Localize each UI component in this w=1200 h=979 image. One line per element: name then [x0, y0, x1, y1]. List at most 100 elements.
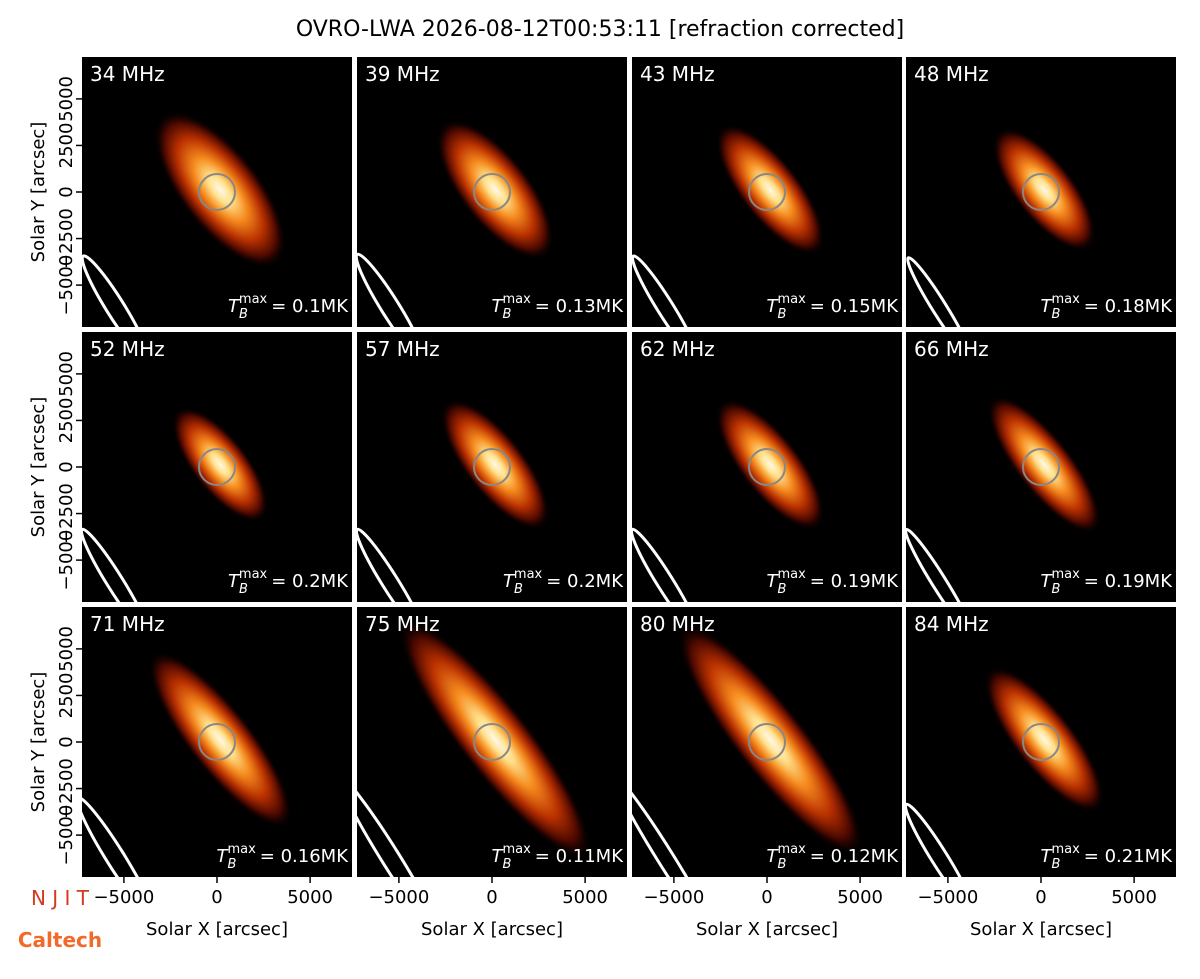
panel-image: [357, 332, 627, 602]
panel: 43 MHz TBmax = 0.15MK: [632, 57, 902, 327]
solar-disk: [473, 723, 511, 761]
beam: [906, 256, 972, 327]
tmax-value: = 0.12MK: [810, 846, 899, 867]
tmax-symbol: T: [228, 571, 241, 592]
beam: [82, 254, 150, 327]
y-tick-label: 0: [56, 461, 77, 472]
tmax-sub: B: [778, 307, 787, 322]
panel-image: [906, 57, 1176, 327]
tmax-label: TBmax = 0.11MK: [492, 842, 625, 872]
panel-image: [906, 332, 1176, 602]
solar-disk: [1022, 448, 1060, 486]
panel: 57 MHz TBmax = 0.2MK: [357, 332, 627, 602]
emission: [147, 650, 293, 829]
x-tick-label: 0: [486, 887, 497, 908]
panel-image: [82, 57, 352, 327]
x-tick-label: −5000: [93, 887, 154, 908]
tmax-value: = 0.1MK: [271, 296, 349, 317]
frequency-label: 75 MHz: [365, 612, 440, 636]
panel-image: [632, 607, 902, 877]
tmax-value: = 0.2MK: [271, 571, 349, 592]
tmax-value: = 0.19MK: [1084, 571, 1173, 592]
frequency-label: 43 MHz: [640, 62, 715, 86]
tmax-label: TBmax = 0.16MK: [217, 842, 350, 872]
tmax-value: = 0.11MK: [535, 846, 624, 867]
beam: [357, 252, 426, 327]
beam: [82, 527, 151, 602]
y-axis-label: Solar Y [arcsec]: [28, 397, 49, 538]
panel-image: [82, 607, 352, 877]
x-tick-label: 5000: [1111, 887, 1157, 908]
beam: [632, 774, 718, 877]
panel: 48 MHz TBmax = 0.18MK: [906, 57, 1176, 327]
x-tick-label: 5000: [287, 887, 333, 908]
tmax-symbol: T: [228, 296, 241, 317]
y-tick-label: 5000: [56, 351, 77, 397]
y-tick-label: 2500: [56, 673, 77, 719]
tmax-sup: max: [1051, 292, 1080, 307]
tmax-sup: max: [1051, 567, 1080, 582]
tmax-sub: B: [778, 582, 787, 597]
panel: 80 MHz TBmax = 0.12MK −5000 0 5000 Solar X [ar…: [632, 607, 902, 940]
tmax-label: TBmax = 0.13MK: [492, 292, 625, 322]
tmax-value: = 0.2MK: [546, 571, 624, 592]
y-tick-label: −2500: [56, 483, 77, 544]
tmax-sup: max: [239, 567, 268, 582]
beam: [632, 254, 700, 327]
y-tick-label: −5000: [56, 530, 77, 591]
tmax-sup: max: [777, 567, 806, 582]
tmax-sup: max: [227, 842, 256, 857]
tmax-value: = 0.18MK: [1084, 296, 1173, 317]
panel-image: [357, 57, 627, 327]
emission: [983, 666, 1105, 813]
beam: [906, 527, 974, 602]
tmax-sup: max: [502, 842, 531, 857]
frequency-label: 57 MHz: [365, 337, 440, 361]
panel: 39 MHz TBmax = 0.13MK: [357, 57, 627, 327]
emission: [992, 127, 1097, 252]
tmax-symbol: T: [492, 296, 505, 317]
x-tick-label: 0: [761, 887, 772, 908]
beam: [632, 527, 701, 602]
x-tick-label: 0: [211, 887, 222, 908]
tmax-sub: B: [503, 857, 512, 872]
tmax-label: TBmax = 0.1MK: [228, 292, 349, 322]
emission: [715, 123, 825, 256]
solar-disk: [748, 448, 786, 486]
x-tick-label: 0: [1035, 887, 1046, 908]
x-tick-label: −5000: [917, 887, 978, 908]
tmax-sub: B: [239, 582, 248, 597]
emission: [153, 110, 287, 269]
panel: 62 MHz TBmax = 0.19MK: [632, 332, 902, 602]
title: OVRO-LWA 2026-08-12T00:53:11 [refraction…: [296, 17, 904, 42]
tmax-symbol: T: [1041, 846, 1054, 867]
tmax-value: = 0.13MK: [535, 296, 624, 317]
beam: [357, 774, 443, 877]
panel-image: [906, 607, 1176, 877]
tmax-sup: max: [777, 842, 806, 857]
panel-image: [632, 57, 902, 327]
panel: 84 MHz TBmax = 0.21MK −5000 0 5000 Solar X [ar…: [906, 607, 1176, 940]
tmax-sub: B: [503, 307, 512, 322]
logo-caltech: Caltech: [18, 928, 102, 952]
x-axis-label: Solar X [arcsec]: [146, 919, 288, 940]
y-tick-label: −5000: [56, 805, 77, 866]
emission: [435, 119, 555, 260]
emission: [987, 395, 1101, 534]
solar-disk: [748, 173, 786, 211]
beam: [357, 527, 426, 602]
y-tick-label: 0: [56, 736, 77, 747]
tmax-label: TBmax = 0.19MK: [1041, 567, 1174, 597]
y-axis-label: Solar Y [arcsec]: [28, 672, 49, 813]
frequency-label: 52 MHz: [90, 337, 165, 361]
tmax-label: TBmax = 0.19MK: [767, 567, 900, 597]
frequency-label: 39 MHz: [365, 62, 440, 86]
panel: 75 MHz TBmax = 0.11MK −5000 0 5000 Solar X [ar…: [357, 607, 627, 940]
y-tick-label: −2500: [56, 758, 77, 819]
solar-disk: [198, 448, 236, 486]
panel-image: [82, 332, 352, 602]
